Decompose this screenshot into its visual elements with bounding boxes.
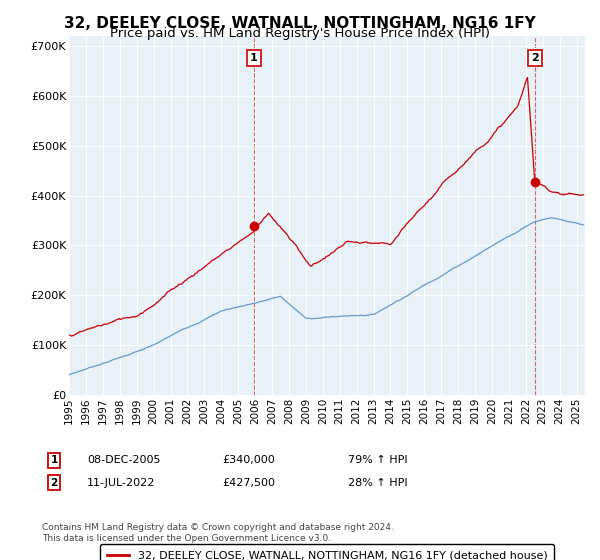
Text: 32, DEELEY CLOSE, WATNALL, NOTTINGHAM, NG16 1FY: 32, DEELEY CLOSE, WATNALL, NOTTINGHAM, N… — [64, 16, 536, 31]
Text: 1: 1 — [250, 53, 258, 63]
Text: 79% ↑ HPI: 79% ↑ HPI — [348, 455, 407, 465]
Text: Price paid vs. HM Land Registry's House Price Index (HPI): Price paid vs. HM Land Registry's House … — [110, 27, 490, 40]
Text: 08-DEC-2005: 08-DEC-2005 — [87, 455, 161, 465]
Text: 2: 2 — [50, 478, 58, 488]
Text: £340,000: £340,000 — [222, 455, 275, 465]
Text: 11-JUL-2022: 11-JUL-2022 — [87, 478, 155, 488]
Text: £427,500: £427,500 — [222, 478, 275, 488]
Legend: 32, DEELEY CLOSE, WATNALL, NOTTINGHAM, NG16 1FY (detached house), HPI: Average p: 32, DEELEY CLOSE, WATNALL, NOTTINGHAM, N… — [100, 544, 554, 560]
Text: 1: 1 — [50, 455, 58, 465]
Text: 2: 2 — [531, 53, 539, 63]
Text: 28% ↑ HPI: 28% ↑ HPI — [348, 478, 407, 488]
Text: Contains HM Land Registry data © Crown copyright and database right 2024.
This d: Contains HM Land Registry data © Crown c… — [42, 524, 394, 543]
